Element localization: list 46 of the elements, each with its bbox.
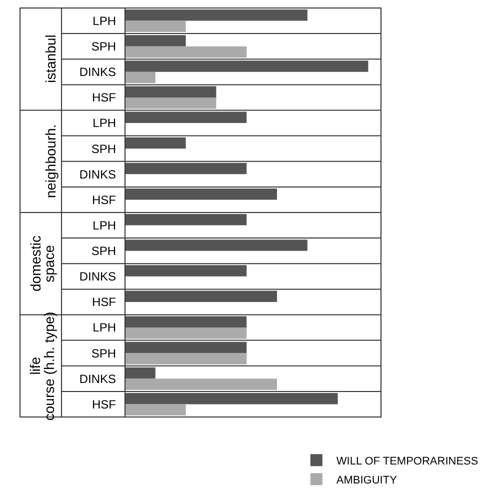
y-tick-label: DINKS	[79, 270, 116, 284]
y-tick-label: LPH	[92, 320, 116, 335]
bar	[125, 353, 247, 364]
bar	[125, 265, 247, 276]
text: domestic space	[27, 236, 58, 292]
bar	[125, 86, 216, 98]
bar	[125, 97, 216, 109]
bar	[125, 188, 277, 200]
y-tick-label: SPH	[91, 244, 116, 258]
y-tick-label: LPH	[92, 14, 116, 28]
bar	[125, 378, 277, 390]
y-tick-label: DINKS	[79, 167, 116, 182]
bar	[125, 112, 247, 124]
bar	[125, 20, 186, 32]
y-tick-label: HSF	[92, 397, 116, 412]
bar	[125, 367, 156, 379]
bar	[125, 60, 368, 72]
y-tick-label: LPH	[92, 116, 116, 130]
y-tick-label: SPH	[91, 346, 116, 360]
y-tick-label: DINKS	[79, 372, 116, 386]
y-tick-label: HSF	[92, 295, 116, 310]
legend-label: AMBIGUITY	[336, 474, 398, 486]
bar	[125, 290, 277, 302]
bar	[125, 240, 308, 251]
text: neighbourh.	[42, 124, 58, 198]
bar	[125, 214, 247, 226]
y-tick-label: HSF	[92, 90, 116, 105]
y-tick-label: DINKS	[79, 65, 116, 80]
y-tick-label: SPH	[91, 40, 116, 54]
bar	[125, 72, 156, 84]
y-tick-label: SPH	[91, 142, 116, 156]
bar	[125, 162, 247, 174]
y-tick-label: LPH	[92, 218, 116, 232]
bar	[125, 404, 186, 416]
y-tick-label: HSF	[92, 192, 116, 207]
bar	[125, 10, 308, 21]
bar	[125, 46, 247, 58]
text: istanbul	[42, 34, 59, 83]
bar	[125, 328, 247, 339]
bar	[125, 137, 186, 149]
bar	[125, 316, 247, 328]
bar	[125, 392, 338, 404]
legend-label: WILL OF TEMPORARINESS	[336, 455, 478, 468]
bar	[125, 342, 247, 354]
bar	[125, 35, 186, 46]
text: life course (h.h. type)	[27, 312, 57, 421]
